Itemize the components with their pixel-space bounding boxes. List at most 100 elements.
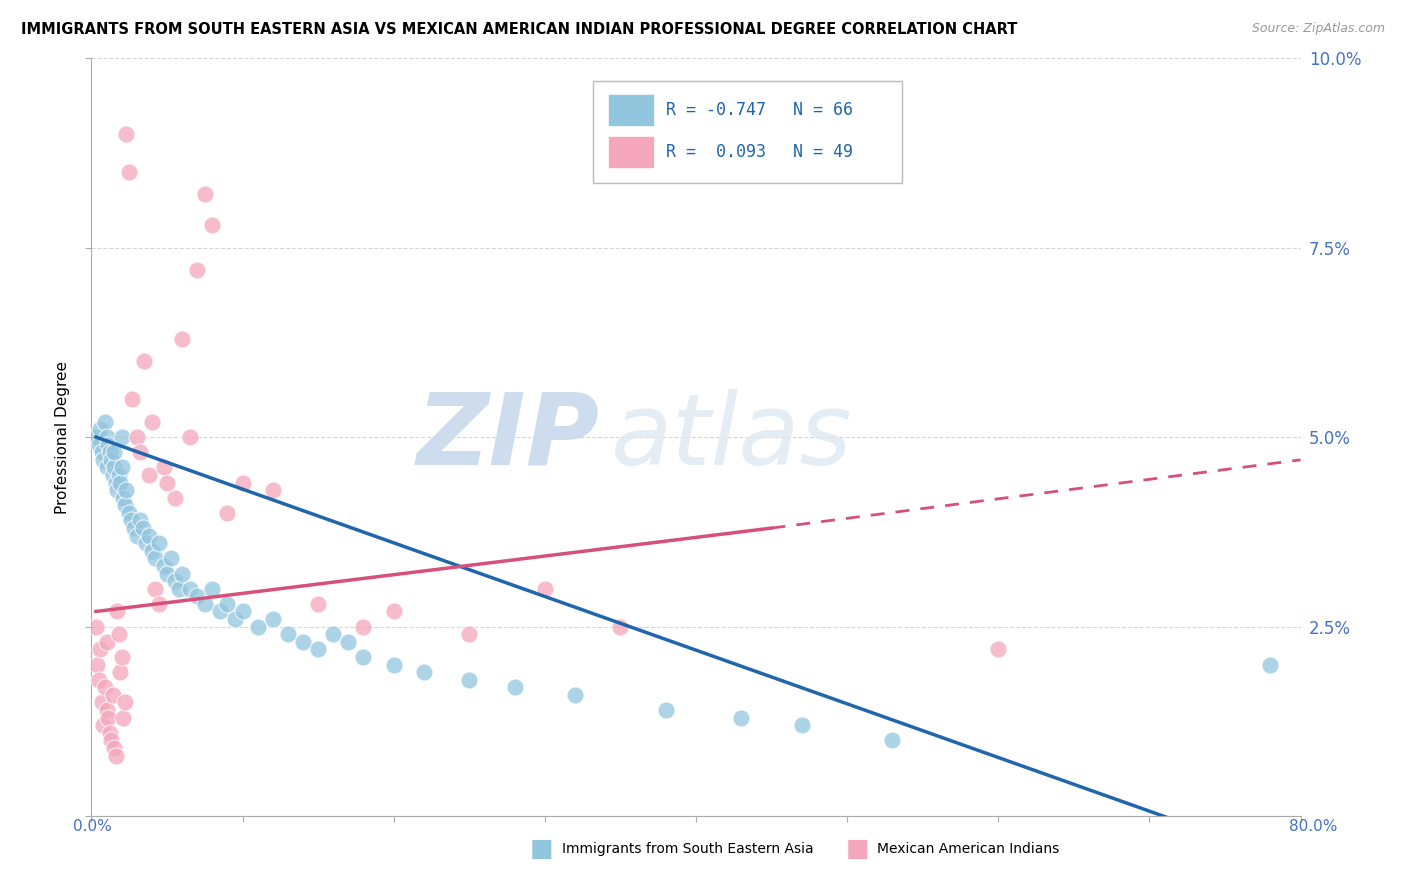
- Text: R =  0.093: R = 0.093: [665, 143, 766, 161]
- Point: [103, 740, 125, 755]
- Point: [114, 498, 136, 512]
- Y-axis label: Professional Degree: Professional Degree: [55, 360, 70, 514]
- Point: [111, 460, 132, 475]
- Text: R = -0.747: R = -0.747: [665, 102, 766, 120]
- Point: [224, 612, 246, 626]
- Point: [156, 475, 179, 490]
- Point: [307, 642, 329, 657]
- Point: [141, 543, 163, 558]
- Point: [654, 703, 676, 717]
- Point: [89, 642, 111, 657]
- Point: [1260, 657, 1282, 672]
- Bar: [607, 136, 654, 168]
- Point: [143, 551, 166, 566]
- Point: [84, 430, 107, 444]
- Point: [186, 263, 208, 277]
- Point: [194, 187, 217, 202]
- Point: [179, 582, 201, 596]
- Point: [143, 582, 166, 596]
- Point: [128, 513, 150, 527]
- Point: [107, 467, 129, 482]
- Point: [89, 422, 111, 436]
- Point: [84, 619, 107, 633]
- Point: [987, 642, 1010, 657]
- Point: [100, 452, 122, 467]
- Point: [352, 649, 374, 664]
- Point: [292, 635, 315, 649]
- Point: [609, 619, 631, 633]
- Point: [125, 528, 148, 542]
- Point: [135, 536, 157, 550]
- Point: [98, 445, 121, 459]
- Point: [97, 437, 120, 451]
- Point: [93, 452, 115, 467]
- Text: 80.0%: 80.0%: [1289, 820, 1337, 834]
- Point: [730, 710, 752, 724]
- Text: N = 49: N = 49: [793, 143, 852, 161]
- Text: Immigrants from South Eastern Asia: Immigrants from South Eastern Asia: [562, 842, 814, 856]
- Text: Mexican American Indians: Mexican American Indians: [877, 842, 1060, 856]
- Point: [100, 733, 122, 747]
- Point: [148, 536, 170, 550]
- Point: [138, 528, 160, 542]
- Point: [101, 688, 124, 702]
- Text: 0.0%: 0.0%: [73, 820, 112, 834]
- Point: [148, 597, 170, 611]
- Point: [179, 430, 201, 444]
- Point: [96, 703, 118, 717]
- Point: [186, 589, 208, 603]
- Point: [217, 597, 239, 611]
- Point: [201, 218, 224, 232]
- Point: [108, 475, 131, 490]
- Point: [141, 415, 163, 429]
- Point: [160, 551, 183, 566]
- Point: [262, 483, 284, 498]
- Point: [118, 506, 141, 520]
- Point: [86, 657, 108, 672]
- Point: [112, 710, 135, 724]
- Point: [307, 597, 329, 611]
- Point: [156, 566, 179, 581]
- Point: [98, 726, 121, 740]
- Point: [108, 665, 131, 680]
- Point: [217, 506, 239, 520]
- Point: [201, 582, 224, 596]
- Point: [231, 605, 253, 619]
- Point: [208, 605, 231, 619]
- Point: [125, 430, 148, 444]
- Point: [322, 627, 344, 641]
- Point: [91, 445, 114, 459]
- Point: [153, 460, 176, 475]
- Point: [103, 460, 125, 475]
- Point: [382, 605, 405, 619]
- Point: [111, 649, 132, 664]
- Point: [91, 696, 114, 710]
- Point: [564, 688, 586, 702]
- Point: [382, 657, 405, 672]
- Point: [114, 696, 136, 710]
- Point: [167, 582, 190, 596]
- Point: [533, 582, 555, 596]
- Point: [105, 605, 128, 619]
- Point: [132, 521, 155, 535]
- Text: ■: ■: [846, 838, 869, 861]
- Point: [503, 680, 526, 694]
- Point: [101, 467, 124, 482]
- Point: [352, 619, 374, 633]
- Point: [94, 415, 117, 429]
- Point: [115, 483, 138, 498]
- Point: [128, 445, 150, 459]
- Text: ■: ■: [530, 838, 553, 861]
- Point: [96, 635, 118, 649]
- Point: [107, 627, 129, 641]
- Point: [96, 430, 118, 444]
- Point: [138, 467, 160, 482]
- Point: [172, 331, 194, 345]
- Point: [104, 475, 127, 490]
- Point: [163, 491, 186, 505]
- Text: ZIP: ZIP: [416, 389, 599, 485]
- Point: [163, 574, 186, 589]
- Point: [87, 437, 110, 451]
- Point: [262, 612, 284, 626]
- Point: [96, 460, 118, 475]
